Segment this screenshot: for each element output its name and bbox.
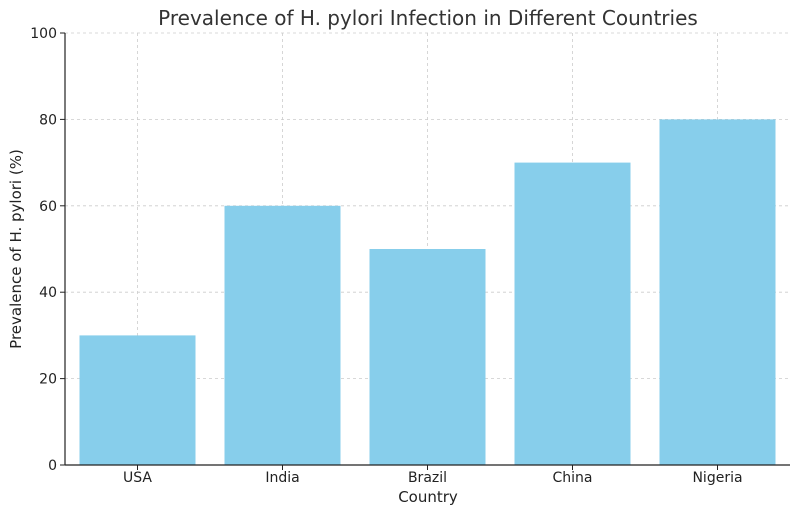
y-tick-label: 80 [39, 112, 57, 128]
y-ticks: 0 20 40 60 80 100 [30, 26, 65, 474]
y-tick-label: 60 [39, 199, 57, 215]
bar-nigeria [659, 119, 776, 466]
x-tick-label: India [265, 470, 299, 486]
bar-usa [79, 335, 196, 465]
x-tick-label: Nigeria [692, 470, 742, 486]
y-axis-label: Prevalence of H. pylori (%) [7, 149, 25, 349]
x-tick-label: Brazil [408, 470, 447, 486]
x-tick-label: China [553, 470, 593, 486]
x-axis-label: Country [398, 488, 458, 506]
x-ticks: USA India Brazil China Nigeria [123, 465, 743, 486]
y-tick-label: 20 [39, 372, 57, 388]
y-tick-label: 0 [48, 458, 57, 474]
bar-brazil [369, 249, 486, 465]
x-tick-label: USA [123, 470, 152, 486]
y-tick-label: 100 [30, 26, 57, 42]
chart-title: Prevalence of H. pylori Infection in Dif… [158, 6, 698, 30]
bars [79, 119, 776, 466]
bar-india [224, 205, 341, 466]
y-tick-label: 40 [39, 285, 57, 301]
bar-china [514, 162, 631, 465]
